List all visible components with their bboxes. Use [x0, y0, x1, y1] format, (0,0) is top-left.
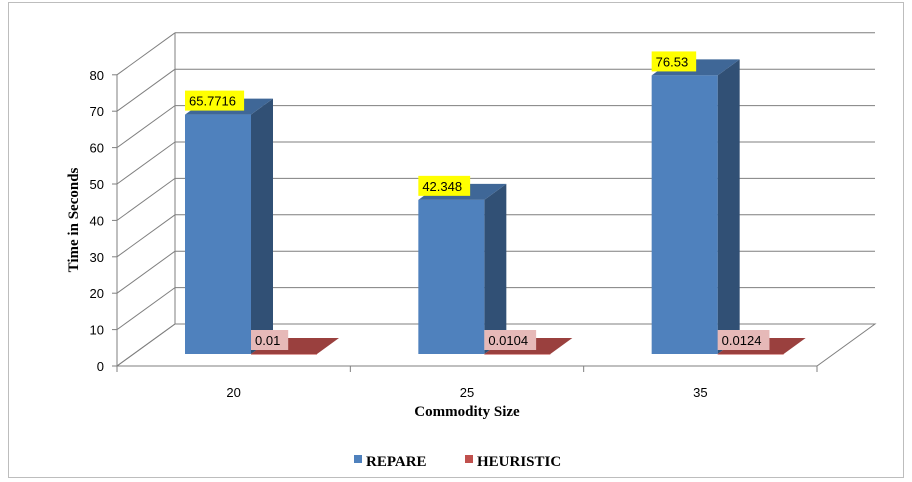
x-tick-label: 35 — [693, 385, 707, 400]
bar-repare-35 — [652, 59, 740, 354]
legend-label-repare: REPARE — [366, 454, 427, 470]
data-label-text: 42.348 — [422, 179, 462, 194]
bar-front-face — [418, 200, 484, 354]
data-label-text: 0.01 — [255, 333, 280, 348]
gridline-diagonal — [117, 106, 175, 148]
data-label-text: 76.53 — [656, 54, 689, 69]
bar-front-face — [718, 354, 784, 355]
data-label-repare-35: 76.53 — [652, 51, 697, 71]
legend-swatch-heuristic — [465, 455, 473, 463]
x-tick-label: 20 — [226, 385, 240, 400]
legend: REPARE HEURISTIC — [354, 454, 561, 470]
data-label-text: 0.0124 — [722, 333, 762, 348]
data-label-text: 65.7716 — [189, 94, 236, 109]
bar-front-face — [652, 75, 718, 354]
y-tick-label: 60 — [90, 141, 104, 156]
gridline-diagonal — [117, 288, 175, 330]
y-axis-title: Time in Seconds — [66, 167, 82, 272]
y-axis-ticks: 0 10 20 30 40 50 60 70 80 — [90, 68, 117, 374]
y-tick-label: 30 — [90, 250, 104, 265]
y-tick-label: 50 — [90, 177, 104, 192]
gridline-diagonal — [117, 215, 175, 257]
data-label-repare-25: 42.348 — [418, 176, 470, 196]
data-label-heuristic-35: 0.0124 — [718, 330, 770, 350]
gridline-diagonal — [117, 142, 175, 184]
data-label-repare-20: 65.7716 — [185, 91, 244, 111]
y-tick-label: 40 — [90, 213, 104, 228]
x-axis-title: Commodity Size — [414, 404, 520, 420]
gridline-diagonal — [117, 33, 175, 75]
bar-repare-25 — [418, 184, 506, 354]
bar-side-face — [718, 59, 740, 354]
legend-label-heuristic: HEURISTIC — [477, 454, 561, 470]
bar-repare-20 — [185, 99, 273, 354]
bar-front-face — [185, 115, 251, 354]
x-tick-label: 25 — [460, 385, 474, 400]
bar-side-face — [484, 184, 506, 354]
bar-front-face — [484, 354, 550, 355]
legend-swatch-repare — [354, 455, 362, 463]
y-tick-label: 20 — [90, 286, 104, 301]
data-label-text: 0.0104 — [488, 333, 528, 348]
bar-front-face — [251, 354, 317, 355]
y-tick-label: 0 — [97, 359, 104, 374]
y-tick-label: 10 — [90, 323, 104, 338]
data-label-heuristic-20: 0.01 — [251, 330, 288, 350]
data-label-heuristic-25: 0.0104 — [484, 330, 536, 350]
gridline-diagonal — [117, 251, 175, 293]
gridline-diagonal — [117, 69, 175, 111]
bar-side-face — [251, 99, 273, 354]
gridline-diagonal — [117, 178, 175, 220]
bars — [185, 59, 806, 354]
x-axis: 20 25 35 — [117, 366, 817, 400]
y-tick-label: 70 — [90, 104, 104, 119]
y-tick-label: 80 — [90, 68, 104, 83]
